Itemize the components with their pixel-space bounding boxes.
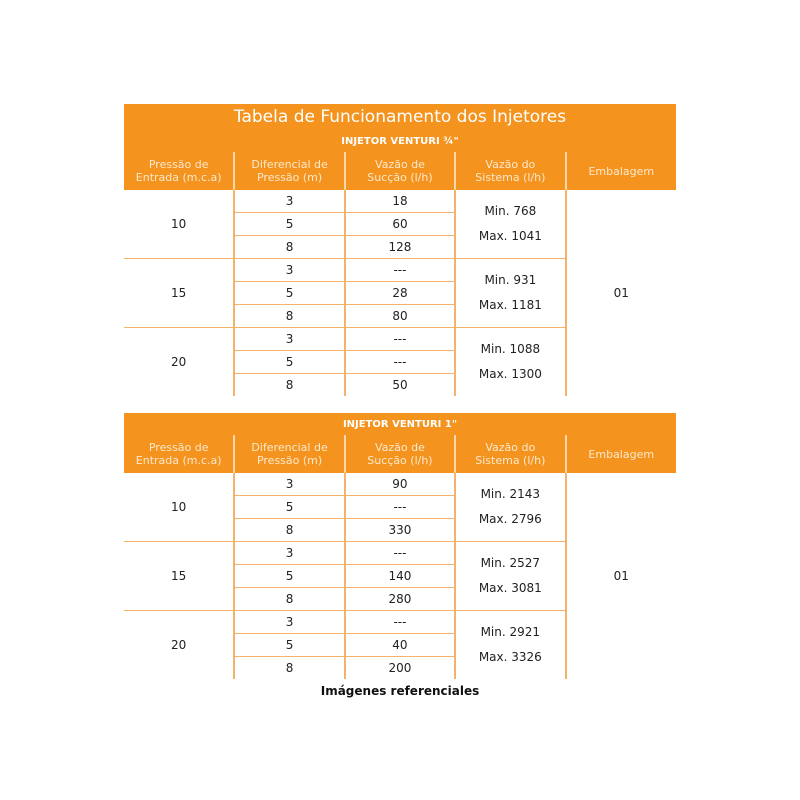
system-flow: Min. 2143 Max. 2796: [454, 473, 566, 542]
suction-flow: 200: [343, 656, 456, 679]
system-flow-min: Min. 2921: [480, 625, 541, 639]
system-flow-max: Max. 2796: [478, 512, 542, 526]
suction-flow: 90: [343, 473, 456, 496]
table-row: 5 28: [124, 281, 676, 305]
pressure-differential: 8: [233, 373, 345, 396]
table-row: 8 330: [124, 518, 676, 542]
pressure-differential: 5: [233, 212, 345, 236]
system-flow: Min. 1088 Max. 1300: [454, 327, 566, 396]
inlet-pressure: 20: [171, 355, 187, 369]
suction-flow: 128: [343, 235, 456, 259]
pressure-differential: 8: [233, 587, 345, 611]
pressure-differential: 8: [233, 518, 345, 542]
pressure-differential: 5: [233, 495, 345, 519]
system-flow-min: Min. 931: [484, 273, 537, 287]
suction-flow: ---: [343, 495, 456, 519]
inlet-pressure: 15: [124, 541, 235, 611]
system-flow-max: Max. 1300: [478, 367, 542, 381]
injector-table-three-quarter: Tabela de Funcionamento dos Injetores INJ…: [124, 104, 676, 396]
suction-flow: 60: [343, 212, 456, 236]
suction-flow: ---: [343, 327, 456, 351]
system-flow-min: Min. 2143: [480, 487, 541, 501]
system-flow-max: Max. 3326: [478, 650, 542, 664]
pressure-differential: 3: [233, 258, 345, 282]
packaging: 01: [564, 190, 676, 396]
suction-flow: 140: [343, 564, 456, 588]
inlet-pressure: 10: [124, 190, 235, 259]
column-header: Vazão de Sucção (l/h): [343, 435, 456, 473]
suction-flow: ---: [343, 541, 456, 565]
pressure-differential: 5: [233, 350, 345, 374]
system-flow-min: Min. 1088: [480, 342, 541, 356]
suction-flow: 330: [343, 518, 456, 542]
column-header: Vazão do Sistema (l/h): [454, 152, 566, 190]
table-row: 8 200: [124, 656, 676, 679]
suction-flow: 28: [343, 281, 456, 305]
table-row: 20 3 --- Min. 2921 Max. 3326: [124, 610, 676, 679]
table-row: 5 ---: [124, 495, 676, 519]
pressure-differential: 8: [233, 304, 345, 328]
table-row: 8 80: [124, 304, 676, 328]
table-title: Tabela de Funcionamento dos Injetores: [124, 104, 676, 130]
suction-flow: 18: [343, 190, 456, 213]
table-subtitle: INJETOR VENTURI ¾": [124, 130, 676, 152]
system-flow-max: Max. 3081: [478, 581, 542, 595]
system-flow-max: Max. 1181: [478, 298, 542, 312]
table-row: 8 280: [124, 587, 676, 611]
footnote: Imágenes referenciales: [320, 684, 480, 698]
system-flow-max: Max. 1041: [478, 229, 542, 243]
column-header: Pressão de Entrada (m.c.a): [124, 152, 235, 190]
table-row: 8 50: [124, 373, 676, 396]
table-row: 20 3 --- Min. 1088 Max. 1300: [124, 327, 676, 396]
system-flow-min: Min. 768: [484, 204, 537, 218]
column-header: Embalagem: [564, 435, 676, 473]
suction-flow: ---: [343, 350, 456, 374]
inlet-pressure: 20: [171, 638, 187, 652]
suction-flow: 50: [343, 373, 456, 396]
packaging: 01: [564, 473, 676, 679]
column-header: Embalagem: [564, 152, 676, 190]
pressure-differential: 5: [233, 633, 345, 657]
table-row: 5 60: [124, 212, 676, 236]
table-row: 10 3 90 Min. 2143 Max. 2796 01: [124, 473, 676, 679]
suction-flow: 40: [343, 633, 456, 657]
pressure-differential: 8: [233, 235, 345, 259]
pressure-differential: 3: [233, 541, 345, 565]
pressure-differential: 3: [233, 473, 345, 496]
table-row: 15 3 --- Min. 2527 Max. 3081: [124, 541, 676, 611]
suction-flow: 80: [343, 304, 456, 328]
injector-table-one-inch: INJETOR VENTURI 1" Pressão de Entrada (m.c…: [124, 413, 676, 679]
column-header: Vazão de Sucção (l/h): [343, 152, 456, 190]
pressure-differential: 3: [233, 327, 345, 351]
table-row: 10 3 18 Min. 768 Max. 1041 01: [124, 190, 676, 396]
column-header: Diferencial de Pressão (m): [233, 435, 345, 473]
table-row: 5 140: [124, 564, 676, 588]
suction-flow: ---: [343, 610, 456, 634]
column-header: Vazão do Sistema (l/h): [454, 435, 566, 473]
system-flow: Min. 2527 Max. 3081: [454, 541, 566, 611]
system-flow: Min. 2921 Max. 3326: [454, 610, 566, 679]
table-row: 8 128: [124, 235, 676, 259]
pressure-differential: 5: [233, 281, 345, 305]
pressure-differential: 3: [233, 190, 345, 213]
suction-flow: 280: [343, 587, 456, 611]
suction-flow: ---: [343, 258, 456, 282]
table-row: 5 40: [124, 633, 676, 657]
column-header: Pressão de Entrada (m.c.a): [124, 435, 235, 473]
inlet-pressure: 15: [124, 258, 235, 328]
pressure-differential: 8: [233, 656, 345, 679]
system-flow: Min. 931 Max. 1181: [454, 258, 566, 328]
pressure-differential: 3: [233, 610, 345, 634]
system-flow-min: Min. 2527: [480, 556, 541, 570]
table-row: 15 3 --- Min. 931 Max. 1181: [124, 258, 676, 328]
table-row: 5 ---: [124, 350, 676, 374]
table-subtitle: INJETOR VENTURI 1": [124, 413, 676, 435]
pressure-differential: 5: [233, 564, 345, 588]
system-flow: Min. 768 Max. 1041: [454, 190, 566, 259]
column-header: Diferencial de Pressão (m): [233, 152, 345, 190]
inlet-pressure: 10: [124, 473, 235, 542]
